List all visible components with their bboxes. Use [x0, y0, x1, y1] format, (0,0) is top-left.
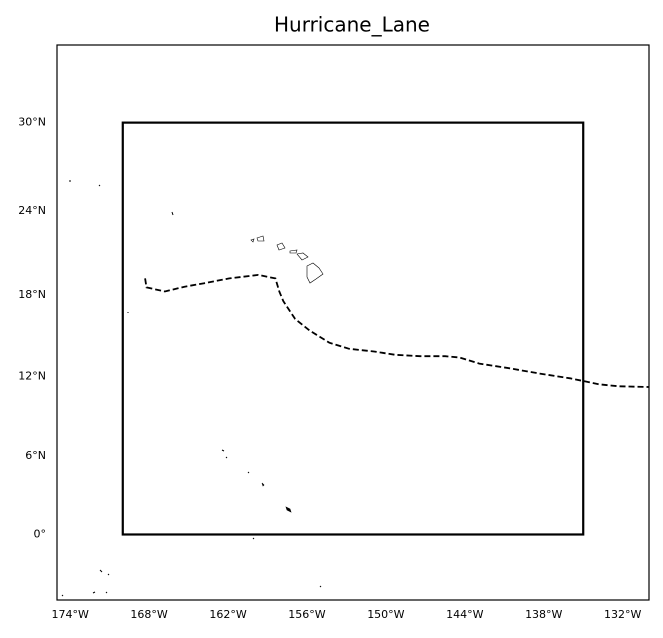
y-tick-label: 0° — [34, 527, 47, 540]
x-tick-label: 132°W — [604, 608, 641, 621]
hurricane-track — [144, 273, 650, 388]
islands — [61, 180, 324, 597]
chart-title: Hurricane_Lane — [274, 13, 430, 37]
x-tick-label: 150°W — [367, 608, 404, 621]
y-tick-label: 6°N — [25, 449, 46, 462]
x-tick-label: 144°W — [446, 608, 483, 621]
x-tick-label: 156°W — [288, 608, 325, 621]
y-tick-label: 18°N — [18, 288, 46, 301]
x-tick-label: 168°W — [130, 608, 167, 621]
y-tick-label: 30°N — [18, 116, 46, 129]
domain-box — [121, 121, 585, 536]
map-frame — [56, 44, 650, 601]
x-tick-label: 138°W — [525, 608, 562, 621]
x-tick-label: 174°W — [51, 608, 88, 621]
y-tick-label: 24°N — [18, 204, 46, 217]
x-tick-label: 162°W — [209, 608, 246, 621]
y-tick-label: 12°N — [18, 369, 46, 382]
